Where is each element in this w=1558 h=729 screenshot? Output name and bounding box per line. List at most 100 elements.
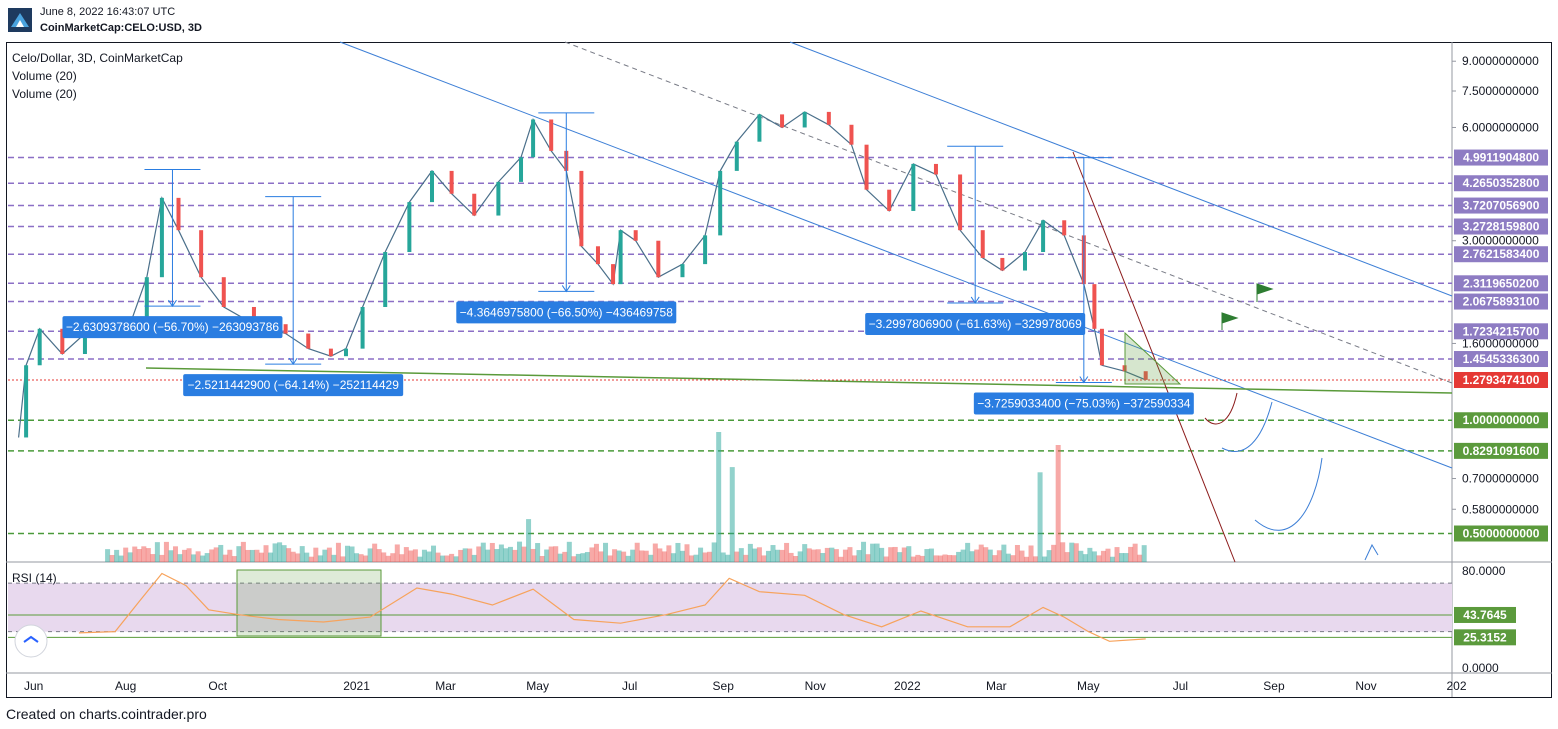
volume-bar (575, 553, 581, 562)
price-candle (595, 246, 600, 265)
volume-bar (928, 548, 934, 562)
volume-bar (240, 541, 246, 562)
price-level-label: 1.7234215700 (1463, 324, 1540, 338)
price-candle (656, 240, 661, 278)
chart-frame[interactable] (6, 42, 1552, 698)
volume-bar (842, 549, 848, 562)
price-candle (1143, 371, 1148, 380)
time-axis-label: Mar (435, 679, 456, 693)
volume-bar (784, 542, 790, 562)
volume-bar (643, 550, 649, 562)
measure-label: −3.7259033400 (−75.03%) −372590334 (977, 396, 1191, 410)
volume-bar (648, 554, 654, 562)
price-line (18, 111, 1146, 438)
volume-bar (222, 554, 228, 562)
volume-bar (254, 549, 260, 562)
volume-bar (892, 546, 898, 562)
volume-bar (340, 556, 346, 562)
volume-bar (403, 547, 409, 562)
volume-bar (969, 551, 975, 562)
chart-title: Celo/Dollar, 3D, CoinMarketCap (12, 51, 183, 65)
volume-bar (942, 554, 948, 562)
volume-bar (372, 543, 378, 562)
price-candle (734, 141, 739, 171)
time-axis-label: May (1077, 679, 1100, 693)
price-candle (360, 306, 365, 349)
price-candle (864, 144, 869, 190)
volume-bar (870, 543, 876, 562)
price-candle (1099, 328, 1104, 366)
price-candle (251, 306, 256, 325)
volume-bar (462, 548, 468, 562)
rsi-highlight-box (236, 569, 382, 637)
volume-bar (793, 556, 799, 562)
volume-bar (865, 554, 871, 562)
volume-bar (1023, 556, 1029, 562)
volume-bar (956, 551, 962, 562)
volume-bar (503, 548, 509, 562)
volume-bar (888, 547, 894, 562)
volume-bar (290, 551, 296, 562)
volume-bar (779, 549, 785, 562)
price-level-label-box (1454, 351, 1548, 368)
measure-label-box (456, 301, 677, 324)
price-candle (911, 163, 916, 211)
symbol-label: CoinMarketCap:CELO:USD, 3D (40, 22, 202, 34)
volume-bar (983, 547, 989, 562)
price-candle (24, 365, 29, 438)
volume-bar (625, 555, 631, 562)
price-axis-label: 3.0000000000 (1462, 234, 1539, 248)
volume-bar (1114, 547, 1120, 562)
volume-bar (1019, 550, 1025, 562)
price-candle (199, 230, 204, 278)
time-axis-label: Sep (1263, 679, 1285, 693)
rsi-axis-label: 80.0000 (1462, 564, 1506, 578)
price-level-label: 1.0000000000 (1463, 413, 1540, 427)
price-axis-label: 9.0000000000 (1462, 54, 1539, 68)
volume-bar (693, 554, 699, 562)
price-level-label: 2.7621583400 (1463, 247, 1540, 261)
price-candle (1092, 284, 1097, 329)
volume-bar (209, 549, 215, 562)
volume-bar (467, 548, 473, 562)
volume-bar (367, 548, 373, 562)
volume-bar (770, 545, 776, 562)
volume-bar (1091, 551, 1097, 562)
price-candle (383, 252, 388, 307)
volume-bar (883, 556, 889, 562)
volume-bar (937, 555, 943, 562)
measure-label: −4.3646975800 (−66.50%) −436469758 (460, 305, 674, 319)
volume-bar (1069, 542, 1075, 562)
rsi-legend: RSI (14) (12, 571, 57, 585)
volume-bar (906, 546, 912, 562)
volume-bar (689, 555, 695, 562)
rsi-level-label-box (1454, 606, 1516, 623)
time-axis-label: Sep (713, 679, 735, 693)
volume-bar (517, 541, 523, 562)
volume-bar (679, 550, 685, 562)
price-level-label: 4.2650352800 (1463, 176, 1540, 190)
price-candle (306, 333, 311, 349)
volume-bar (734, 551, 740, 562)
volume-bar (661, 551, 667, 562)
volume-bar (806, 548, 812, 562)
volume-bar (847, 547, 853, 562)
volume-bar (1014, 544, 1020, 562)
time-axis-label: Aug (115, 679, 136, 693)
price-candle (429, 170, 434, 203)
chart-canvas[interactable]: Jun Aug Oct 2021 Mar May Jul Sep Nov 2022 Mar May Ju… (0, 0, 1558, 700)
chevron-up-icon (23, 635, 39, 643)
volume-bar (431, 545, 437, 562)
volume-bar (1073, 543, 1079, 562)
price-candle (472, 193, 477, 216)
price-level-label-box (1454, 275, 1548, 292)
volume-bar (960, 549, 966, 562)
volume-bar (381, 552, 387, 562)
volume-bar (802, 544, 808, 562)
volume-bar (761, 555, 767, 562)
pane-toggle-button[interactable] (14, 624, 48, 658)
measure-arrow-head (1079, 376, 1089, 384)
volume-bar (1105, 548, 1111, 562)
price-candle (221, 277, 226, 307)
price-candle (780, 114, 785, 128)
